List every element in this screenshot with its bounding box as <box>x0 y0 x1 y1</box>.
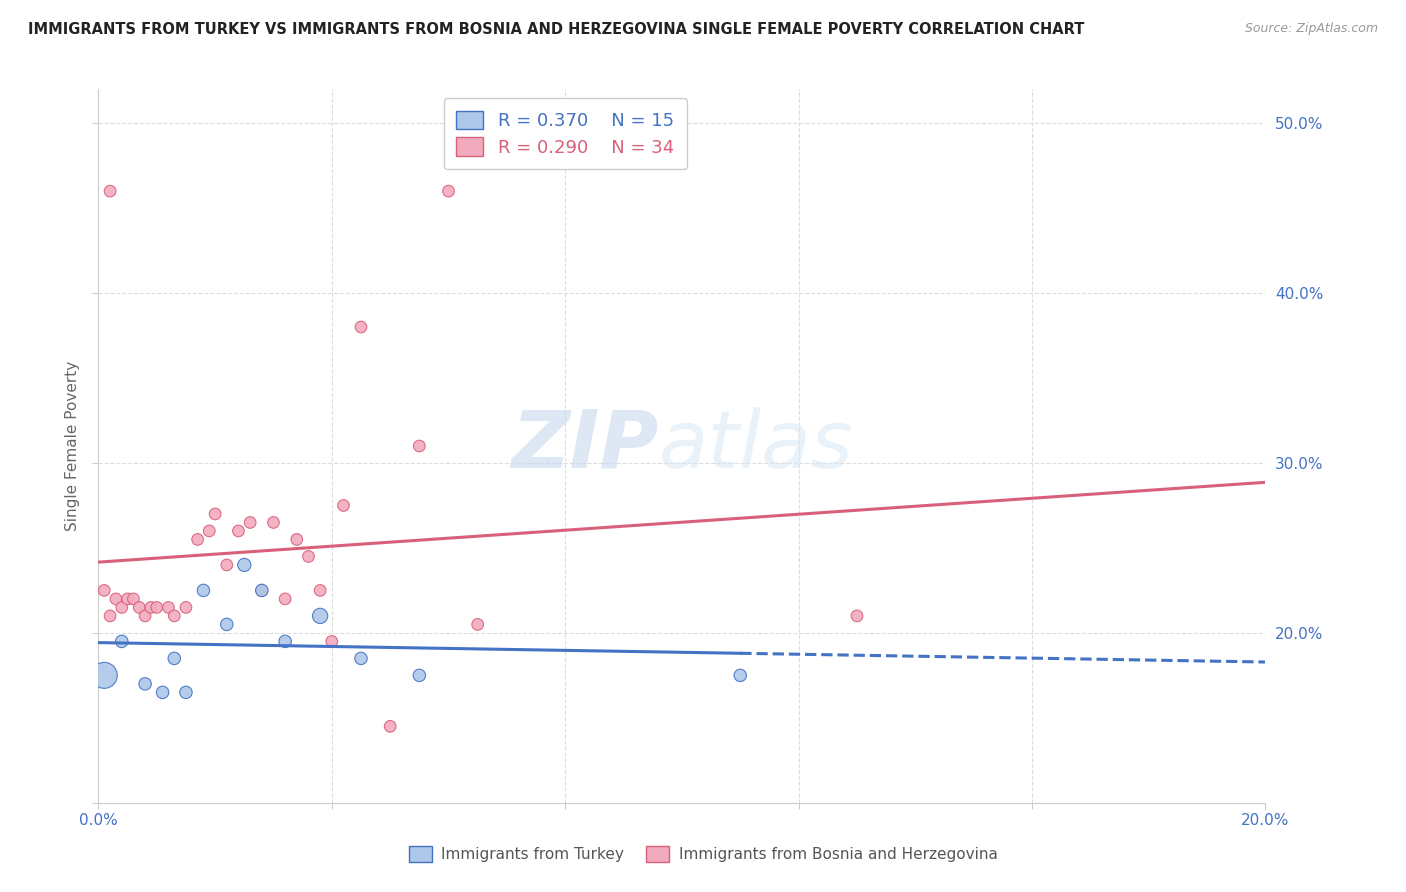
Point <box>250 583 273 598</box>
Point <box>250 583 273 598</box>
Text: ZIP: ZIP <box>512 407 658 485</box>
Point <box>93 668 115 682</box>
Y-axis label: Single Female Poverty: Single Female Poverty <box>65 361 80 531</box>
Point <box>157 600 180 615</box>
Point <box>111 634 134 648</box>
Point <box>163 608 186 623</box>
Point <box>204 507 226 521</box>
Point <box>350 651 373 665</box>
Point <box>198 524 221 538</box>
Legend: Immigrants from Turkey, Immigrants from Bosnia and Herzegovina: Immigrants from Turkey, Immigrants from … <box>402 840 1004 868</box>
Text: IMMIGRANTS FROM TURKEY VS IMMIGRANTS FROM BOSNIA AND HERZEGOVINA SINGLE FEMALE P: IMMIGRANTS FROM TURKEY VS IMMIGRANTS FRO… <box>28 22 1084 37</box>
Point <box>98 608 121 623</box>
Point <box>228 524 250 538</box>
Point <box>134 677 156 691</box>
Point <box>274 591 297 606</box>
Point <box>98 184 121 198</box>
Point <box>174 600 197 615</box>
Text: atlas: atlas <box>658 407 853 485</box>
Point <box>297 549 319 564</box>
Point <box>408 668 430 682</box>
Point <box>845 608 868 623</box>
Point <box>111 600 134 615</box>
Point <box>321 634 343 648</box>
Point <box>215 617 238 632</box>
Point <box>239 516 262 530</box>
Point <box>378 719 402 733</box>
Point <box>134 608 156 623</box>
Point <box>163 651 186 665</box>
Point <box>233 558 256 572</box>
Point <box>332 499 354 513</box>
Point <box>309 583 332 598</box>
Point <box>728 668 751 682</box>
Point <box>93 583 115 598</box>
Point <box>122 591 145 606</box>
Point <box>408 439 430 453</box>
Point <box>437 184 460 198</box>
Point <box>128 600 150 615</box>
Point <box>350 320 373 334</box>
Point <box>193 583 215 598</box>
Point <box>285 533 308 547</box>
Point <box>152 685 174 699</box>
Point <box>146 600 169 615</box>
Legend: R = 0.370    N = 15, R = 0.290    N = 34: R = 0.370 N = 15, R = 0.290 N = 34 <box>444 98 686 169</box>
Point <box>104 591 127 606</box>
Point <box>187 533 209 547</box>
Point <box>309 608 332 623</box>
Point <box>174 685 197 699</box>
Text: Source: ZipAtlas.com: Source: ZipAtlas.com <box>1244 22 1378 36</box>
Point <box>274 634 297 648</box>
Point <box>139 600 162 615</box>
Point <box>262 516 284 530</box>
Point <box>117 591 139 606</box>
Point <box>215 558 238 572</box>
Point <box>467 617 489 632</box>
